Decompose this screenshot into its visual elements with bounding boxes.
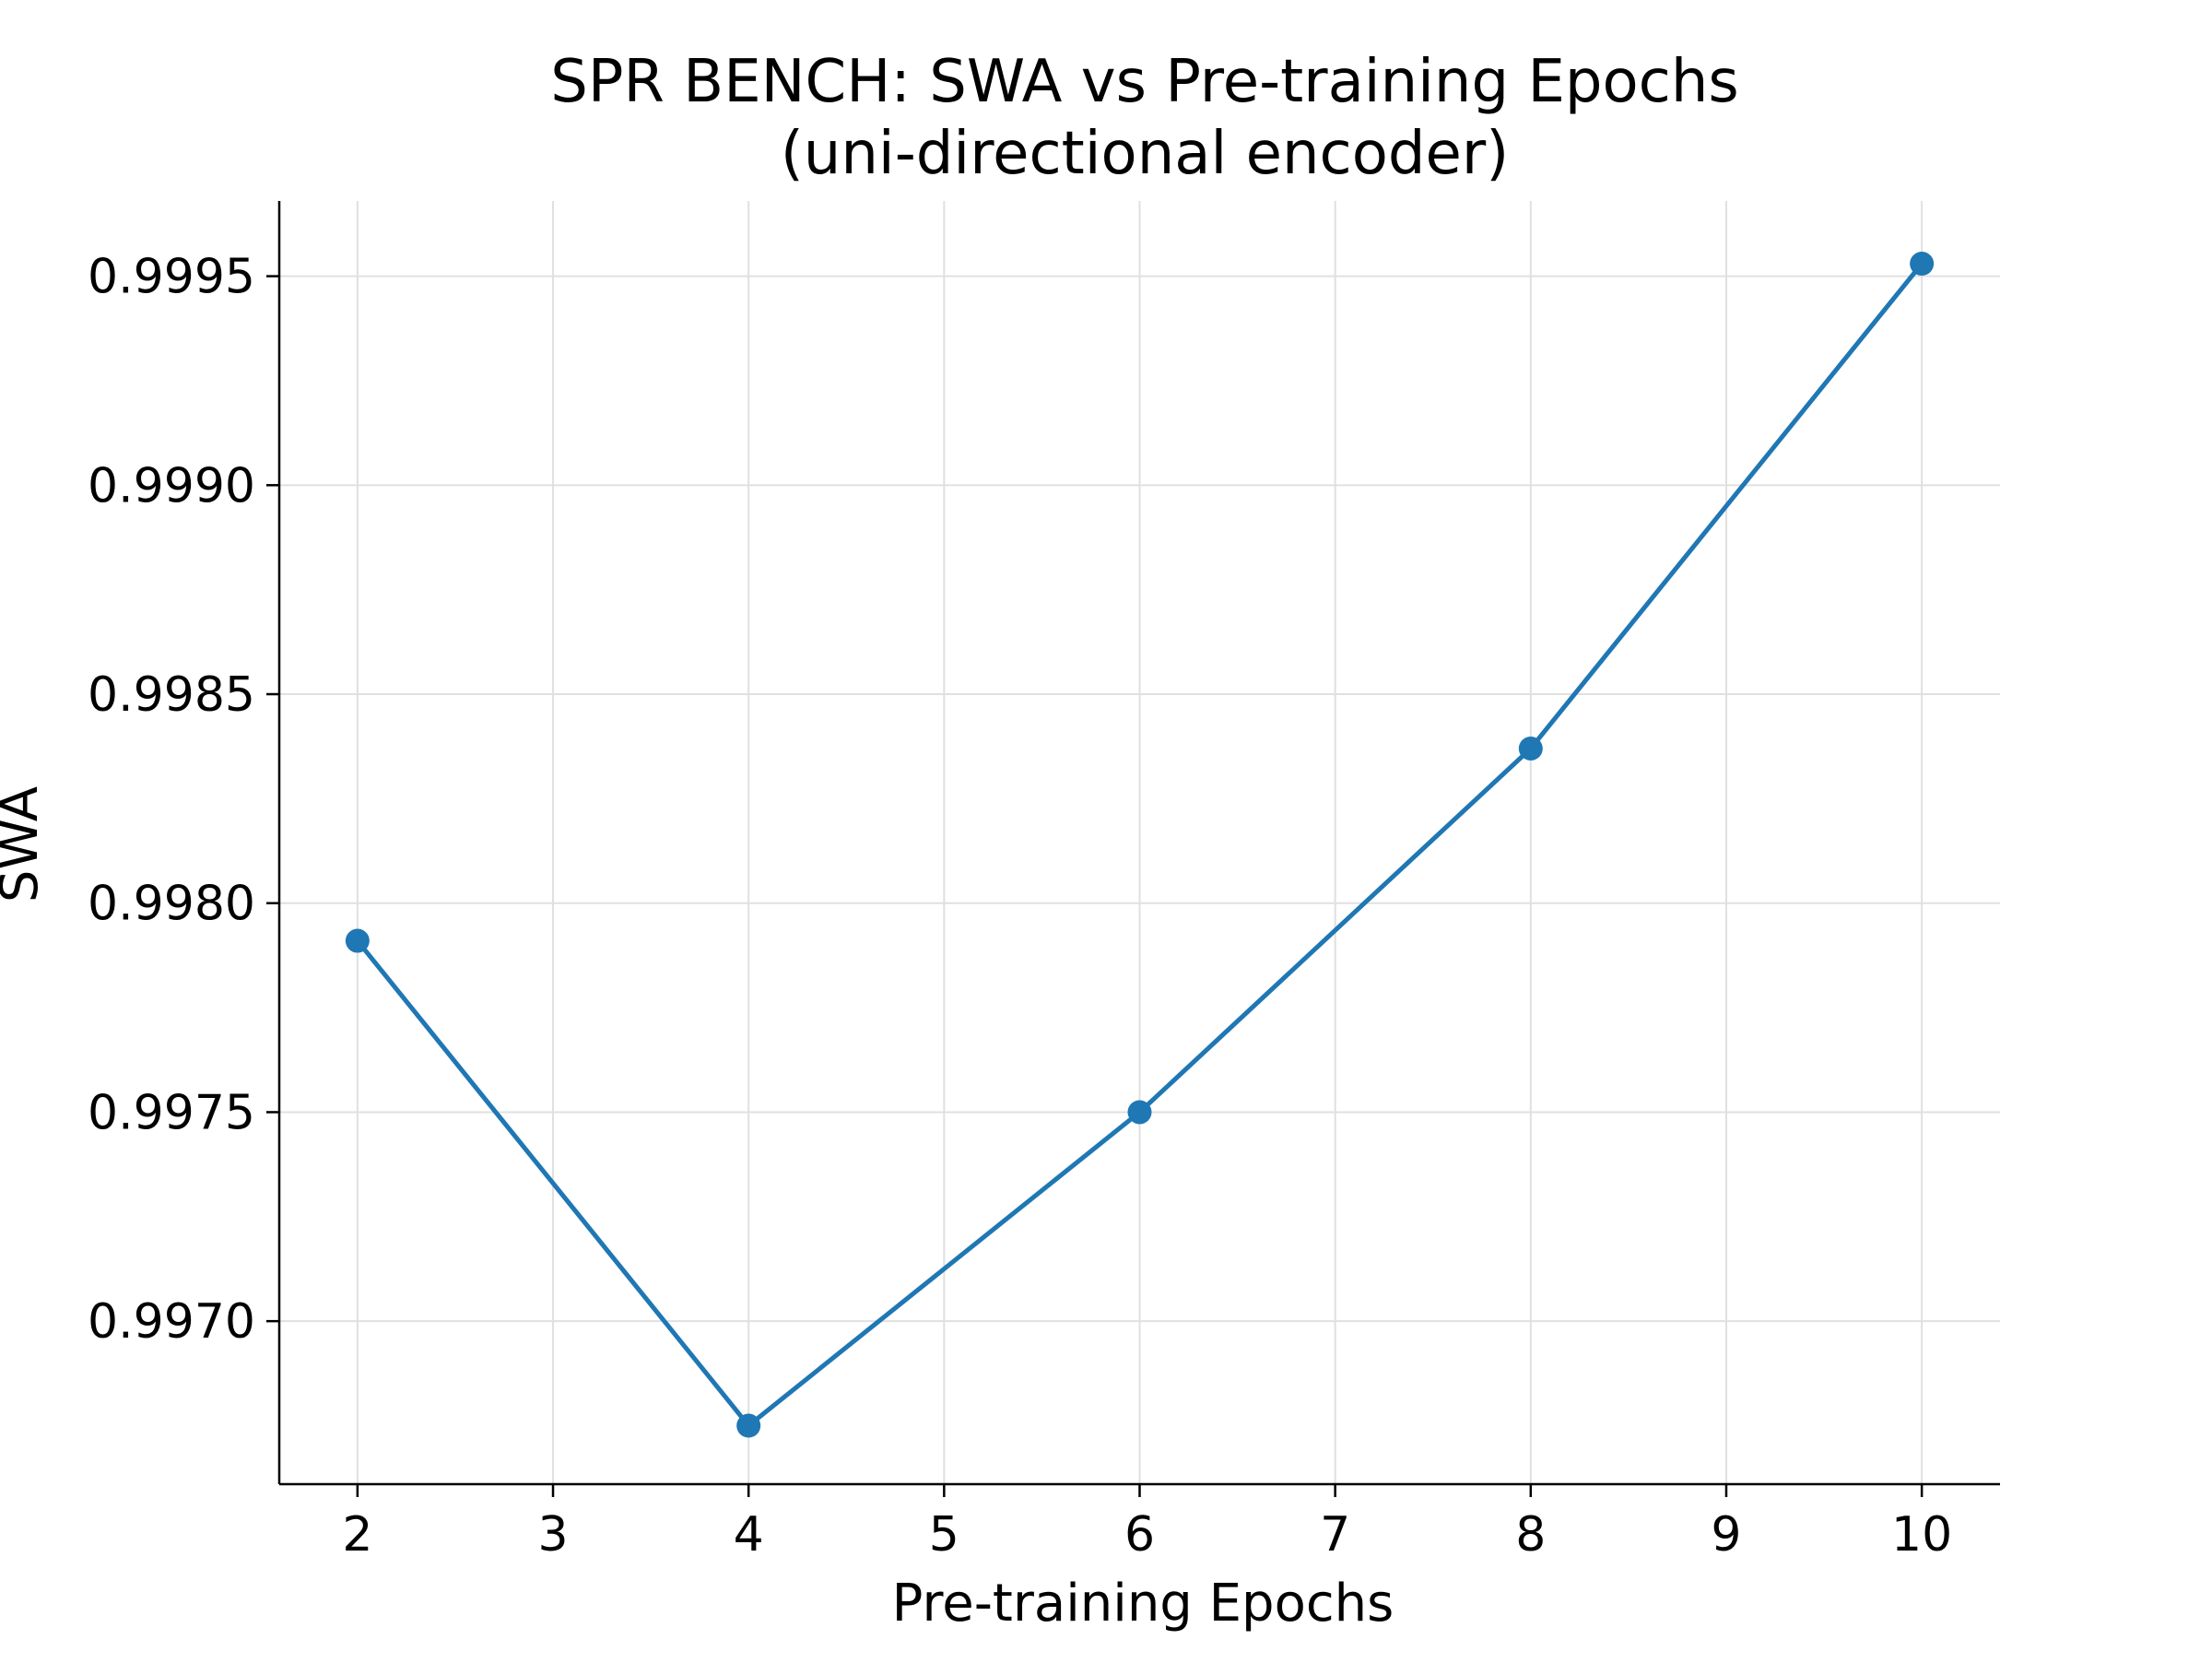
x-tick-label: 2 bbox=[342, 1507, 372, 1563]
x-tick-label: 10 bbox=[1891, 1507, 1952, 1563]
y-tick-label: 0.9970 bbox=[88, 1294, 255, 1350]
data-point bbox=[1127, 1100, 1152, 1125]
y-axis-label: SWA bbox=[0, 786, 50, 902]
y-tick-label: 0.9975 bbox=[88, 1085, 255, 1140]
data-point bbox=[736, 1413, 761, 1438]
labels-layer: SPR BENCH: SWA vs Pre-training Epochs (u… bbox=[0, 48, 1739, 1634]
data-point bbox=[1910, 252, 1935, 277]
chart-title-line-2: (uni-directional encoder) bbox=[781, 120, 1509, 188]
data-point bbox=[345, 928, 370, 953]
x-tick-label: 6 bbox=[1124, 1507, 1155, 1563]
x-tick-label: 7 bbox=[1320, 1507, 1350, 1563]
x-axis-label: Pre-training Epochs bbox=[892, 1574, 1394, 1634]
x-tick-label: 8 bbox=[1515, 1507, 1546, 1563]
data-point bbox=[1518, 736, 1543, 761]
chart-title-line-1: SPR BENCH: SWA vs Pre-training Epochs bbox=[550, 48, 1739, 116]
x-tick-label: 4 bbox=[734, 1507, 764, 1563]
y-tick-label: 0.9990 bbox=[88, 458, 255, 513]
y-tick-label: 0.9995 bbox=[88, 250, 255, 305]
y-tick-label: 0.9980 bbox=[88, 877, 255, 932]
y-tick-label: 0.9985 bbox=[88, 667, 255, 723]
series-layer bbox=[345, 252, 1935, 1438]
x-tick-label: 9 bbox=[1711, 1507, 1741, 1563]
ticks-layer: 2 3 4 5 6 7 8 9 10 0.9970 0.9975 0.9980 0.9985 0.9990… bbox=[88, 250, 1952, 1563]
grid-layer bbox=[279, 201, 2000, 1484]
x-tick-label: 3 bbox=[537, 1507, 568, 1563]
x-tick-label: 5 bbox=[929, 1507, 959, 1563]
